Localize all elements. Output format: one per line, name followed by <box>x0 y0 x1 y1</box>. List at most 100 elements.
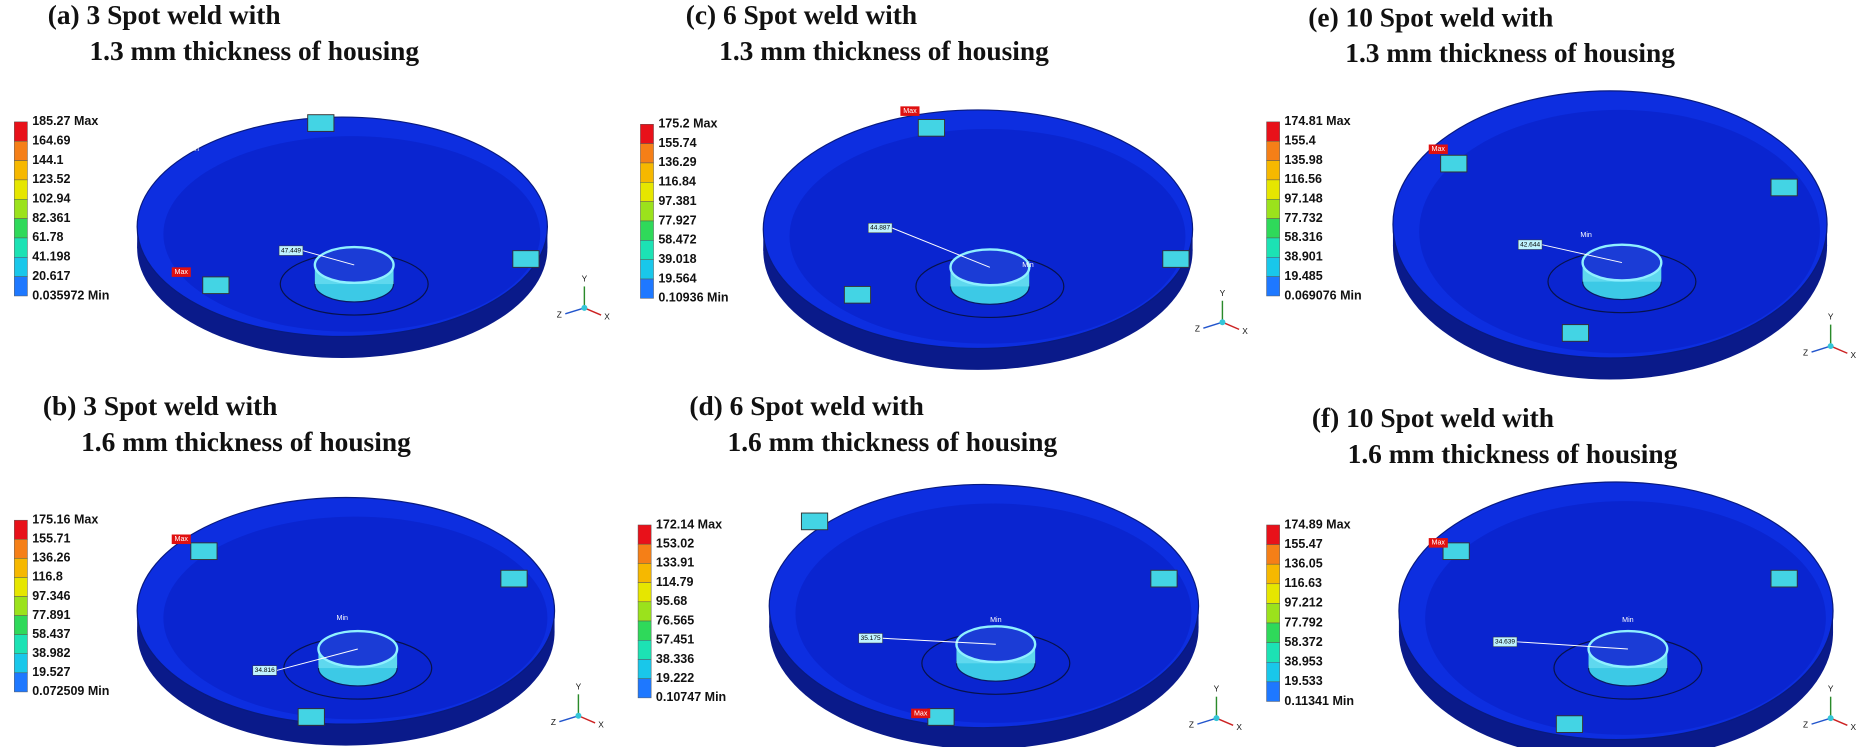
legend-swatch <box>1266 563 1280 585</box>
panel: (b) 3 Spot weld with 1.6 mm thickness of … <box>14 391 604 746</box>
weld-bracket <box>1770 569 1798 588</box>
legend-swatch <box>14 218 28 239</box>
legend-swatch <box>637 678 652 699</box>
legend-swatch <box>640 278 654 299</box>
weld-bracket <box>1440 154 1468 173</box>
legend-label: 0.10747 Min <box>656 690 726 704</box>
legend-label: 153.02 <box>656 536 694 550</box>
legend-label: 58.472 <box>658 233 696 247</box>
legend-label: 155.4 <box>1284 134 1315 148</box>
legend-label: 76.565 <box>656 613 694 627</box>
panel: (d) 6 Spot weld with 1.6 mm thickness of … <box>637 391 1242 747</box>
legend-swatch <box>1266 121 1280 142</box>
legend-label: 0.11341 Min <box>1284 694 1354 708</box>
legend-swatch <box>1266 218 1280 239</box>
legend-swatch <box>14 519 28 540</box>
panel-title: (b) 3 Spot weld with <box>43 391 278 421</box>
weld-bracket <box>202 276 230 295</box>
legend-label: 77.891 <box>32 608 70 622</box>
legend-label: 172.14 Max <box>656 517 722 531</box>
weld-bracket <box>927 708 955 726</box>
panel-subtitle: 1.6 mm thickness of housing <box>727 427 1057 457</box>
legend-swatch <box>640 124 654 144</box>
axis-label: Z <box>1189 720 1194 730</box>
axis-x <box>1830 345 1848 354</box>
axis-z <box>559 715 579 723</box>
legend-swatch <box>637 524 652 545</box>
legend-swatch <box>637 659 652 679</box>
legend-label: 97.346 <box>32 589 70 603</box>
max-tag: Max <box>1432 539 1446 547</box>
legend-label: 95.68 <box>656 594 687 608</box>
legend-label: 58.437 <box>32 627 70 641</box>
axis-origin <box>1219 319 1226 326</box>
max-tag-box <box>1428 144 1448 155</box>
axis-z <box>1811 345 1831 353</box>
panel-title: (c) 6 Spot weld with <box>686 0 917 30</box>
legend-swatch <box>640 201 654 222</box>
weld-bracket <box>843 285 872 304</box>
probe-value: 42.644 <box>1520 241 1540 248</box>
legend-label: 164.69 <box>32 134 70 148</box>
legend-label: 77.927 <box>658 213 696 227</box>
legend-label: 174.81 Max <box>1284 114 1350 128</box>
panel-title: (f) 10 Spot weld with <box>1312 403 1554 433</box>
housing-inner <box>795 503 1192 723</box>
legend-swatch <box>1266 257 1280 277</box>
probe-value: 47.449 <box>281 247 301 254</box>
legend-swatch <box>640 182 654 202</box>
legend-swatch <box>1266 524 1280 545</box>
probe-value: 34.816 <box>255 667 275 674</box>
legend-label: 123.52 <box>32 172 70 186</box>
weld-bracket <box>500 569 528 588</box>
axis-label: Y <box>1828 312 1834 322</box>
legend-swatch <box>640 220 654 241</box>
weld-bracket <box>1162 250 1190 268</box>
axis-x <box>1830 717 1848 726</box>
max-tag-box <box>171 534 191 545</box>
legend-label: 97.212 <box>1284 596 1322 610</box>
legend-label: 116.84 <box>658 175 696 189</box>
legend-swatch <box>14 179 28 200</box>
legend-swatch <box>637 543 652 564</box>
legend-swatch <box>1266 603 1280 624</box>
weld-bracket <box>512 250 540 268</box>
panel: (e) 10 Spot weld with 1.3 mm thickness of… <box>1266 2 1857 380</box>
legend-swatch <box>14 634 28 654</box>
axis-label: Y <box>576 681 582 691</box>
probe-box <box>867 222 893 234</box>
axis-x <box>584 307 602 316</box>
axis-x <box>578 715 596 724</box>
probe-value: 34.639 <box>1495 639 1515 646</box>
weld-bracket <box>917 118 946 137</box>
ring-top <box>949 248 1031 287</box>
axis-label: X <box>1851 350 1857 360</box>
axis-z <box>1197 717 1217 725</box>
axis-label: X <box>1236 722 1242 732</box>
legend-swatch <box>14 140 28 161</box>
legend-label: 38.953 <box>1284 655 1322 669</box>
legend-swatch <box>1266 160 1280 181</box>
housing-inner <box>163 516 548 720</box>
panel: (f) 10 Spot weld with 1.6 mm thickness of… <box>1266 403 1857 747</box>
legend-swatch <box>640 259 654 280</box>
axis-origin <box>575 712 582 719</box>
legend-swatch <box>1266 140 1280 161</box>
legend-label: 116.63 <box>1284 576 1322 590</box>
weld-bracket <box>800 512 829 531</box>
legend-swatch <box>637 620 652 641</box>
legend-label: 58.316 <box>1284 230 1322 244</box>
legend-swatch <box>14 577 28 597</box>
legend-label: 155.74 <box>658 136 696 150</box>
axis-label: X <box>1242 326 1248 336</box>
ring-top <box>955 625 1037 664</box>
legend-swatch <box>14 121 28 142</box>
legend-label: 0.072509 Min <box>32 684 109 698</box>
probe-box <box>278 245 304 256</box>
housing-inner <box>1419 109 1820 354</box>
weld-bracket <box>307 114 335 132</box>
axis-label: X <box>1851 722 1857 732</box>
probe-line <box>1516 641 1628 650</box>
max-tag: Max <box>914 709 928 717</box>
